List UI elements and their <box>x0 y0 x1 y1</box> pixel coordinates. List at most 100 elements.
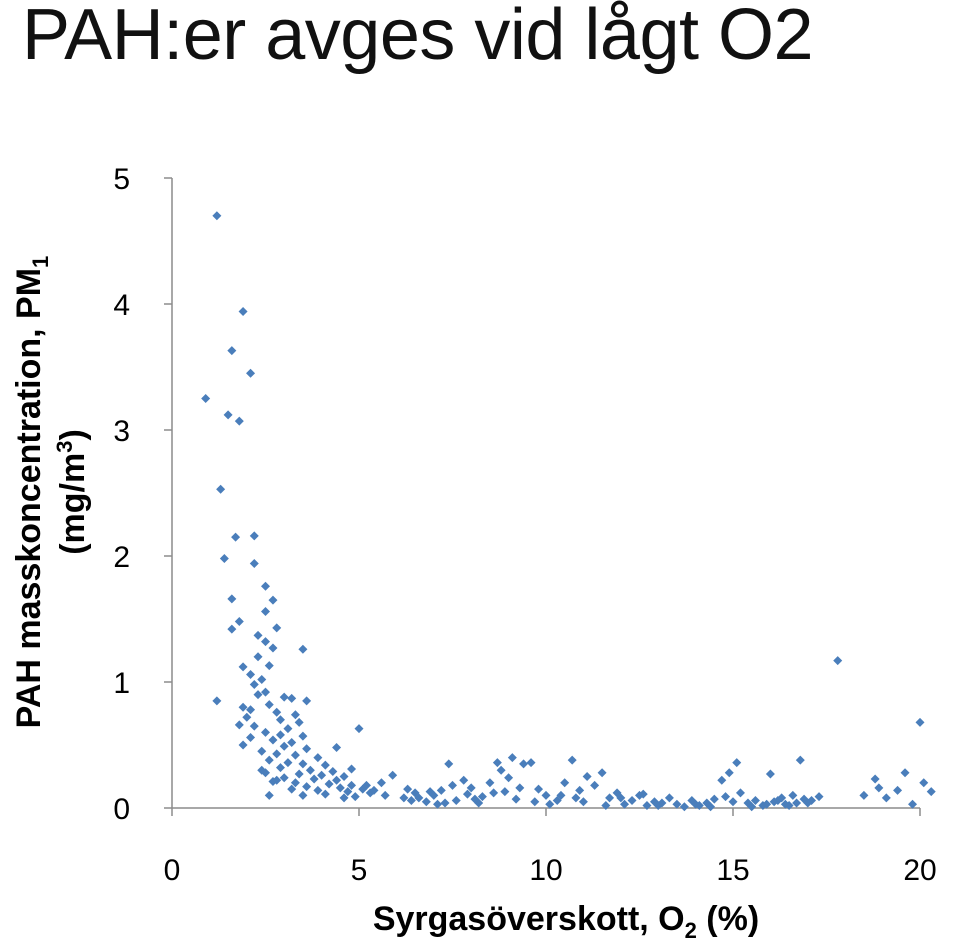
data-point <box>870 774 880 784</box>
data-point <box>298 790 308 800</box>
data-point <box>261 727 270 737</box>
data-point <box>616 793 626 803</box>
y-axis-title-line2-tail: ) <box>54 429 92 440</box>
data-point <box>268 735 278 745</box>
data-point <box>765 769 775 779</box>
data-point <box>735 788 745 798</box>
data-point <box>403 784 413 794</box>
x-tick-label: 20 <box>903 854 936 887</box>
data-point <box>900 768 910 778</box>
data-point <box>298 644 308 654</box>
data-point <box>219 554 229 564</box>
data-point <box>302 744 312 754</box>
data-point <box>762 799 772 809</box>
data-point <box>721 792 731 802</box>
data-point <box>605 793 615 803</box>
data-point <box>601 800 611 810</box>
data-point <box>294 769 304 779</box>
data-point <box>489 788 499 798</box>
data-point <box>750 795 760 805</box>
data-point <box>272 749 282 759</box>
data-point <box>380 790 390 800</box>
data-point <box>653 800 663 810</box>
data-point <box>238 702 248 712</box>
data-point <box>560 778 570 788</box>
data-point <box>261 637 270 647</box>
data-point <box>347 780 357 790</box>
data-point <box>664 793 674 803</box>
data-point <box>466 783 476 793</box>
data-point <box>859 790 869 800</box>
data-point <box>313 753 323 763</box>
data-point <box>328 766 338 776</box>
data-point <box>279 741 289 751</box>
data-point <box>246 669 256 679</box>
data-point <box>919 778 929 788</box>
data-point <box>290 778 300 788</box>
data-point <box>627 795 637 805</box>
x-tick-label: 15 <box>716 854 749 887</box>
data-point <box>908 799 918 809</box>
data-point <box>335 783 345 793</box>
data-point <box>275 730 285 740</box>
data-point <box>275 763 285 773</box>
data-point <box>339 772 349 781</box>
data-point <box>717 775 727 785</box>
data-point <box>496 765 506 775</box>
data-point <box>881 793 891 803</box>
data-point <box>324 779 334 789</box>
x-tick-label: 0 <box>164 854 181 887</box>
svg-text:(mg/m3): (mg/m3) <box>52 429 92 555</box>
data-point <box>320 789 330 799</box>
data-point <box>459 775 469 785</box>
data-point <box>470 794 480 804</box>
data-point <box>216 484 226 494</box>
data-point <box>264 661 274 671</box>
data-point <box>253 652 263 662</box>
data-point <box>732 758 742 768</box>
data-point <box>679 802 689 812</box>
data-point <box>249 721 259 731</box>
data-point <box>414 793 424 803</box>
data-point <box>728 797 738 807</box>
x-tick-marks: 0 5 10 15 20 <box>164 808 937 887</box>
data-point <box>421 797 431 807</box>
y-axis-title: PAH masskoncentration, PM1 (mg/m3) <box>10 256 92 729</box>
x-tick-label: 10 <box>529 854 562 887</box>
data-point <box>425 787 435 797</box>
y-tick-label: 3 <box>113 415 130 448</box>
data-point <box>747 802 757 812</box>
y-axis-title-line2-sup: 3 <box>52 441 77 453</box>
data-point <box>451 795 461 805</box>
data-point <box>305 765 315 775</box>
data-point <box>642 800 652 810</box>
data-point <box>261 606 270 616</box>
data-point <box>545 799 555 809</box>
data-point <box>257 746 267 756</box>
data-point <box>638 789 648 799</box>
y-tick-label: 2 <box>113 541 130 574</box>
data-point <box>212 696 222 706</box>
data-point <box>238 662 248 672</box>
data-point <box>227 624 237 634</box>
data-point <box>246 705 256 715</box>
data-point <box>803 798 813 808</box>
data-point <box>283 758 293 768</box>
data-point <box>444 759 454 769</box>
data-point <box>332 775 342 785</box>
data-point <box>261 581 270 591</box>
y-axis-title-line1-main: PAH masskoncentration, PM <box>10 268 48 728</box>
y-tick-label: 5 <box>113 163 130 196</box>
data-point <box>709 794 719 804</box>
data-point <box>246 732 256 742</box>
data-point <box>926 787 936 797</box>
y-axis-title-line2-main: (mg/m <box>54 453 92 555</box>
svg-text:PAH masskoncentration, PM1: PAH masskoncentration, PM1 <box>10 256 53 729</box>
data-point <box>773 795 783 805</box>
data-point <box>784 800 794 810</box>
data-point <box>249 559 259 569</box>
data-point <box>361 780 371 790</box>
data-point <box>279 692 289 702</box>
data-point <box>320 760 330 770</box>
